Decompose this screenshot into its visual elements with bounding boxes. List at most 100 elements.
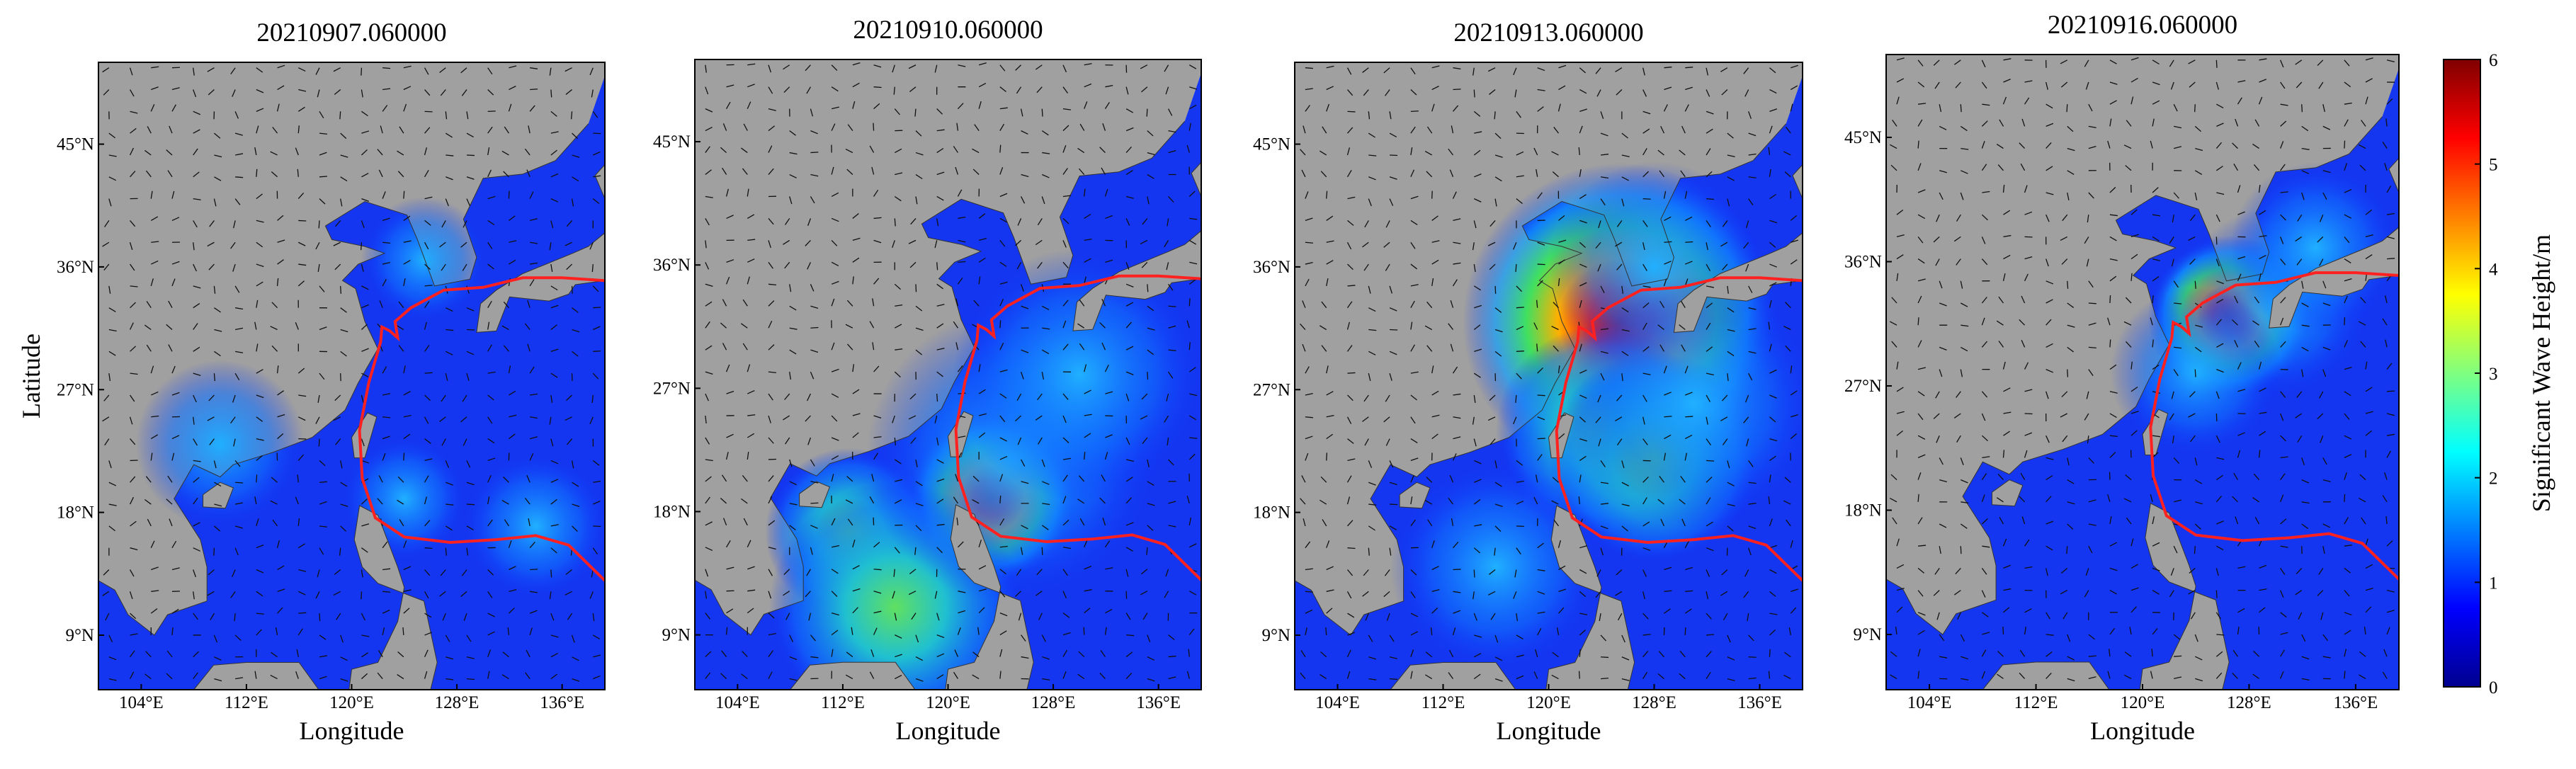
vector-arrow bbox=[2216, 60, 2217, 68]
vector-arrow bbox=[1516, 307, 1524, 308]
land-island bbox=[790, 662, 916, 690]
vector-arrow bbox=[810, 152, 818, 153]
vector-arrow bbox=[2344, 671, 2345, 678]
vector-arrow bbox=[593, 526, 601, 527]
y-tick-label: 36°N bbox=[57, 258, 94, 277]
panel-title: 20210916.060000 bbox=[2048, 11, 2237, 40]
colorbar-tick-label: 4 bbox=[2489, 260, 2498, 279]
x-tick-label: 120°E bbox=[2121, 693, 2165, 712]
map-content bbox=[695, 59, 1205, 734]
vector-arrow bbox=[1538, 264, 1545, 265]
vector-arrow bbox=[1347, 372, 1355, 373]
land-island bbox=[1982, 662, 2109, 690]
vector-arrow bbox=[2194, 546, 2195, 554]
vector-arrow bbox=[235, 177, 243, 178]
vector-arrow bbox=[1474, 570, 1475, 578]
x-tick-label: 112°E bbox=[1422, 693, 1465, 712]
vector-arrow bbox=[1347, 285, 1355, 286]
vector-arrow bbox=[298, 220, 306, 221]
vector-arrow bbox=[1706, 460, 1714, 461]
x-tick-label: 104°E bbox=[119, 693, 164, 712]
vector-arrow bbox=[2216, 591, 2217, 598]
vector-arrow bbox=[1411, 111, 1419, 112]
vector-arrow bbox=[1147, 284, 1148, 292]
vector-arrow bbox=[1390, 679, 1397, 680]
vector-arrow bbox=[1643, 199, 1651, 200]
x-tick-label: 128°E bbox=[1031, 693, 1076, 712]
x-tick-label: 104°E bbox=[1907, 693, 1952, 712]
colorbar-tick-label: 0 bbox=[2489, 678, 2498, 697]
vector-arrow bbox=[1189, 342, 1190, 350]
x-axis-label: Longitude bbox=[2090, 717, 2195, 745]
y-tick-label: 9°N bbox=[65, 626, 94, 645]
vector-arrow bbox=[1685, 627, 1686, 635]
colorbar-tick-label: 6 bbox=[2489, 51, 2498, 70]
x-tick-label: 120°E bbox=[926, 693, 970, 712]
x-tick-label: 128°E bbox=[435, 693, 480, 712]
x-tick-label: 136°E bbox=[1136, 693, 1181, 712]
vector-arrow bbox=[1347, 111, 1355, 112]
vector-arrow bbox=[467, 504, 475, 505]
vector-arrow bbox=[1685, 67, 1693, 68]
x-tick-label: 128°E bbox=[2227, 693, 2271, 712]
vector-arrow bbox=[1685, 416, 1693, 417]
vector-arrow bbox=[1474, 90, 1475, 98]
vector-arrow bbox=[1042, 109, 1043, 117]
vector-arrow bbox=[2067, 370, 2068, 377]
panel-title: 20210910.060000 bbox=[853, 16, 1043, 45]
vector-arrow bbox=[1538, 438, 1545, 439]
vector-arrow bbox=[2302, 104, 2303, 112]
y-tick-label: 18°N bbox=[57, 503, 94, 523]
wave-hotspot bbox=[361, 197, 487, 323]
vector-arrow bbox=[1189, 298, 1190, 306]
colorbar-tick-label: 5 bbox=[2489, 156, 2498, 175]
x-axis-label: Longitude bbox=[300, 717, 404, 745]
vector-arrow bbox=[1305, 68, 1313, 69]
vector-arrow bbox=[2195, 370, 2196, 377]
vector-arrow bbox=[1390, 155, 1397, 156]
colorbar-tick-label: 3 bbox=[2489, 365, 2498, 384]
vector-arrow bbox=[1601, 657, 1608, 658]
vector-arrow bbox=[382, 591, 390, 592]
vector-arrow bbox=[2344, 141, 2345, 149]
vector-arrow bbox=[1706, 634, 1714, 635]
panel-title: 20210907.060000 bbox=[256, 18, 446, 47]
vector-arrow bbox=[2089, 303, 2096, 304]
vector-arrow bbox=[467, 679, 475, 680]
vector-arrow bbox=[2387, 258, 2395, 259]
vector-arrow bbox=[1453, 569, 1460, 570]
y-tick-label: 36°N bbox=[1844, 253, 1882, 272]
map-content bbox=[98, 62, 610, 690]
vector-arrow bbox=[2195, 281, 2196, 289]
vector-arrow bbox=[937, 262, 938, 270]
vector-arrow bbox=[1000, 496, 1001, 503]
x-tick-label: 112°E bbox=[2014, 693, 2058, 712]
colorbar-tick-label: 1 bbox=[2489, 574, 2498, 593]
x-tick-label: 136°E bbox=[540, 693, 584, 712]
vector-arrow bbox=[2344, 494, 2345, 502]
vector-arrow bbox=[1706, 199, 1714, 200]
vector-arrow bbox=[2195, 104, 2196, 112]
y-tick-label: 27°N bbox=[653, 379, 691, 398]
vector-arrow bbox=[1516, 526, 1524, 527]
y-tick-label: 18°N bbox=[1844, 501, 1882, 520]
vector-arrow bbox=[874, 87, 882, 88]
vector-arrow bbox=[530, 569, 538, 570]
x-axis-label: Longitude bbox=[896, 717, 1001, 745]
land-island bbox=[1390, 663, 1516, 690]
y-tick-label: 18°N bbox=[1253, 503, 1290, 523]
vector-arrow bbox=[256, 474, 257, 482]
vector-arrow bbox=[1538, 395, 1545, 396]
x-tick-label: 112°E bbox=[225, 693, 268, 712]
vector-arrow bbox=[319, 176, 327, 177]
vector-arrow bbox=[551, 570, 552, 578]
map-content bbox=[1886, 55, 2401, 690]
vector-arrow bbox=[1000, 145, 1001, 153]
colorbar-label: Significant Wave Height/m bbox=[2527, 234, 2555, 512]
x-tick-label: 104°E bbox=[1315, 693, 1360, 712]
vector-arrow bbox=[2344, 317, 2345, 325]
y-axis-label: Latitude bbox=[17, 334, 45, 418]
vector-arrow bbox=[1305, 591, 1313, 592]
vector-arrow bbox=[2067, 281, 2068, 289]
